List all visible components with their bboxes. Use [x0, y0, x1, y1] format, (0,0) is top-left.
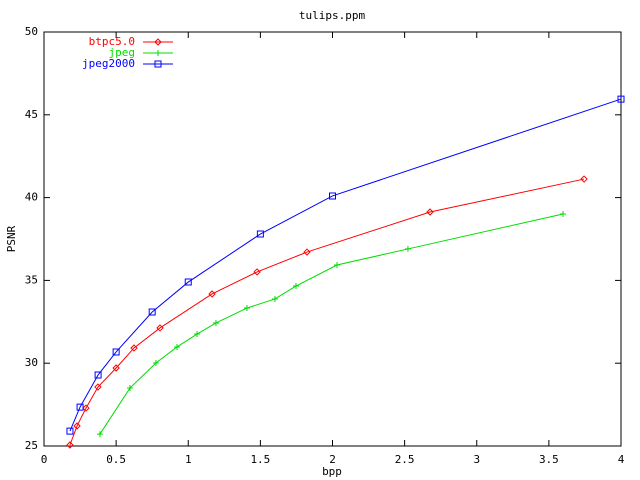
- y-axis-label: PSNR: [5, 225, 18, 252]
- marker: [66, 427, 74, 435]
- marker: [303, 248, 311, 256]
- series-line: [99, 213, 564, 435]
- x-tick-label: 1: [185, 453, 192, 466]
- series-line: [69, 98, 622, 432]
- x-tick-label: 3.5: [539, 453, 559, 466]
- legend-marker: [154, 38, 162, 46]
- marker: [256, 230, 264, 238]
- y-tick-label: 45: [25, 108, 38, 121]
- marker: [152, 360, 159, 367]
- x-tick-label: 0: [41, 453, 48, 466]
- marker: [76, 403, 84, 411]
- marker: [404, 245, 411, 252]
- y-tick-label: 50: [25, 25, 38, 38]
- x-axis-label: bpp: [322, 465, 342, 478]
- legend-marker: [155, 50, 161, 56]
- x-tick-label: 4: [618, 453, 625, 466]
- marker: [617, 95, 625, 103]
- marker: [173, 343, 180, 350]
- x-tick-label: 0.5: [106, 453, 126, 466]
- x-tick-label: 2: [329, 453, 336, 466]
- marker: [329, 192, 336, 200]
- marker: [130, 344, 138, 352]
- marker: [156, 324, 164, 332]
- marker: [426, 208, 434, 216]
- marker: [73, 422, 81, 430]
- y-tick-label: 35: [25, 273, 38, 286]
- marker: [184, 278, 192, 286]
- legend-label: btpc5.0: [89, 35, 135, 48]
- marker: [148, 308, 156, 316]
- marker: [293, 283, 300, 290]
- marker: [112, 348, 120, 356]
- marker: [194, 331, 201, 338]
- marker: [208, 290, 216, 298]
- marker: [94, 371, 102, 379]
- x-tick-label: 3: [473, 453, 480, 466]
- legend-label: jpeg2000: [82, 57, 135, 70]
- marker: [580, 175, 588, 183]
- marker: [253, 268, 261, 276]
- x-tick-label: 2.5: [395, 453, 415, 466]
- marker: [96, 431, 103, 438]
- marker: [212, 319, 219, 326]
- y-tick-label: 30: [25, 356, 38, 369]
- marker: [126, 385, 133, 392]
- marker: [243, 305, 250, 312]
- marker: [82, 404, 90, 412]
- marker: [94, 383, 102, 391]
- y-tick-label: 40: [25, 191, 38, 204]
- chart-title: tulips.ppm: [299, 9, 366, 22]
- marker: [333, 261, 340, 268]
- marker: [271, 295, 278, 302]
- y-tick-label: 25: [25, 439, 38, 452]
- marker: [560, 210, 567, 217]
- legend-marker: [154, 60, 162, 68]
- legend-label: jpeg: [109, 46, 136, 59]
- series-line: [69, 178, 585, 446]
- marker: [112, 364, 120, 372]
- marker: [66, 441, 74, 449]
- x-tick-label: 1.5: [250, 453, 270, 466]
